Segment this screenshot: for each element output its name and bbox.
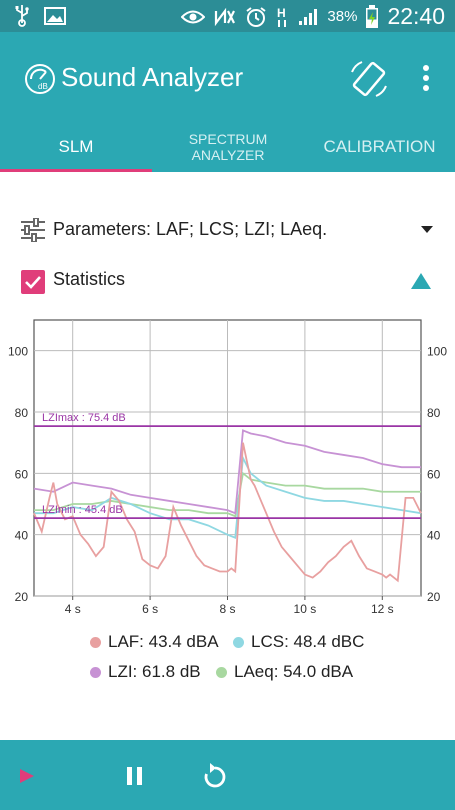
chart-legend: LAF: 43.4 dBA LCS: 48.4 dBC LZI: 61.8 dB… [0, 632, 455, 692]
tab-slm[interactable]: SLM [58, 137, 94, 156]
y-tick-label-left: 40 [15, 529, 29, 543]
series-line-lzi [33, 429, 421, 515]
y-tick-label-right: 60 [427, 467, 441, 481]
legend-item-laeq: LAeq: 54.0 dBA [216, 662, 353, 682]
parameters-label: Parameters: LAF; LCS; LZI; LAeq. [53, 219, 328, 239]
parameters-selector[interactable]: Parameters: LAF; LCS; LZI; LAeq. [0, 208, 455, 252]
sound-level-chart: 20 20 40 40 60 60 80 80 100 100 4 s 6 s 8 s 10 s 12 s L… [8, 319, 447, 616]
dropdown-arrow-icon[interactable] [420, 225, 434, 235]
y-tick-label-left: 60 [15, 467, 29, 481]
network-type-label: H [277, 6, 286, 20]
screen-rotation-icon[interactable] [348, 58, 390, 100]
y-tick-label-right: 100 [427, 345, 447, 359]
legend-label-laf: LAF: 43.4 dBA [108, 632, 219, 651]
series-line-laf [33, 442, 422, 583]
statistics-row: Statistics [0, 258, 455, 302]
x-tick-label: 12 s [371, 602, 394, 616]
app-logo-icon: dB [25, 64, 55, 94]
battery-charging-icon [366, 4, 379, 28]
statistics-checkbox[interactable] [21, 270, 45, 294]
reference-label-max: LZImax : 75.4 dB [42, 412, 126, 424]
nfc-muted-icon [215, 7, 236, 26]
x-tick-label: 6 s [142, 602, 158, 616]
more-options-icon[interactable] [414, 62, 438, 96]
signal-icon [299, 8, 318, 25]
alarm-icon [246, 6, 267, 27]
playback-bar [0, 740, 455, 810]
y-tick-label-right: 80 [427, 406, 441, 420]
image-icon [44, 7, 66, 25]
legend-item-laf: LAF: 43.4 dBA [90, 632, 219, 652]
eye-icon [181, 10, 206, 23]
y-tick-label-left: 100 [8, 345, 28, 359]
legend-label-laeq: LAeq: 54.0 dBA [234, 662, 354, 681]
status-bar: H 38% 22:40 [0, 0, 455, 32]
tab-spectrum-analyzer[interactable]: SPECTRUM ANALYZER [188, 131, 268, 163]
statistics-label: Statistics [53, 269, 126, 289]
legend-dot-lcs [233, 636, 244, 648]
tab-calibration[interactable]: CALIBRATION [323, 137, 436, 156]
usb-icon [15, 5, 29, 27]
clock: 22:40 [387, 3, 445, 29]
legend-item-lcs: LCS: 48.4 dBC [233, 632, 364, 652]
reference-label-min: LZImin : 45.4 dB [42, 504, 123, 516]
app-bar: dB Sound Analyzer SLM SPECTRUM ANALYZER … [0, 32, 455, 172]
y-tick-label-right: 20 [427, 590, 441, 604]
reset-icon[interactable] [201, 762, 229, 790]
y-tick-label-left: 20 [15, 590, 29, 604]
series-line-lcs [34, 454, 422, 540]
legend-item-lzi: LZI: 61.8 dB [90, 662, 201, 682]
battery-percent: 38% [327, 8, 358, 25]
x-tick-label: 8 s [219, 602, 235, 616]
sliders-icon [21, 218, 45, 242]
app-title: Sound Analyzer [61, 62, 244, 92]
play-icon[interactable] [14, 762, 42, 790]
y-tick-label-left: 80 [15, 406, 29, 420]
legend-label-lcs: LCS: 48.4 dBC [251, 632, 365, 651]
checkmark-icon [25, 276, 41, 289]
pause-icon[interactable] [121, 762, 149, 790]
legend-dot-laf [90, 636, 101, 648]
collapse-arrow-icon[interactable] [410, 272, 432, 290]
tab-indicator [0, 169, 152, 172]
app-logo-text: dB [38, 82, 48, 91]
legend-dot-laeq [216, 666, 227, 678]
network-type-icon: H [277, 6, 287, 27]
legend-dot-lzi [90, 666, 101, 678]
y-tick-label-right: 40 [427, 529, 441, 543]
legend-label-lzi: LZI: 61.8 dB [108, 662, 201, 681]
x-tick-label: 10 s [294, 602, 317, 616]
x-tick-label: 4 s [65, 602, 81, 616]
